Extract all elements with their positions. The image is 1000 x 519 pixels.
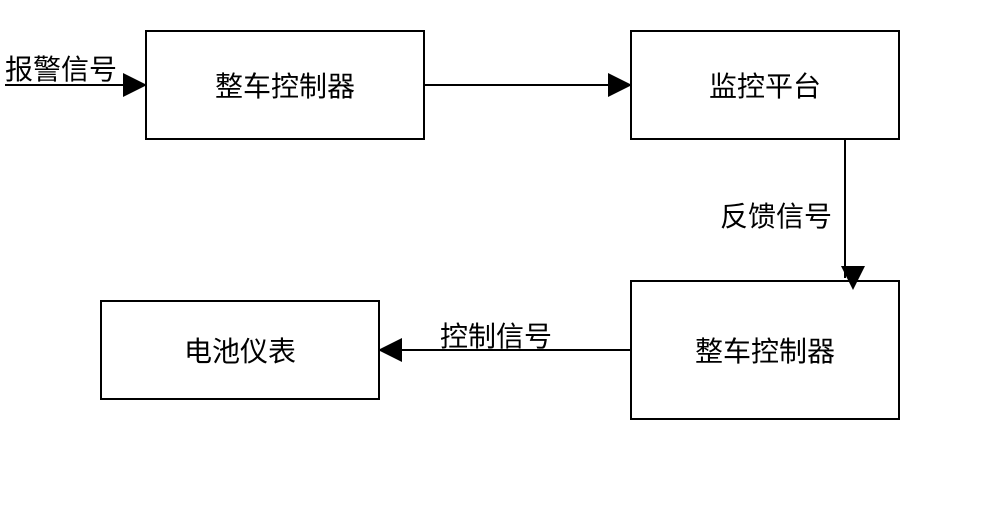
node-label: 整车控制器 [695,330,835,370]
node-controller-1: 整车控制器 [145,30,425,140]
label-feedback-signal: 反馈信号 [720,195,832,235]
node-platform: 监控平台 [630,30,900,140]
node-label: 电池仪表 [184,330,296,370]
node-label: 整车控制器 [215,65,355,105]
node-battery: 电池仪表 [100,300,380,400]
label-alarm-signal: 报警信号 [5,48,117,88]
label-control-signal: 控制信号 [440,315,552,355]
node-label: 监控平台 [709,65,821,105]
node-controller-2: 整车控制器 [630,280,900,420]
